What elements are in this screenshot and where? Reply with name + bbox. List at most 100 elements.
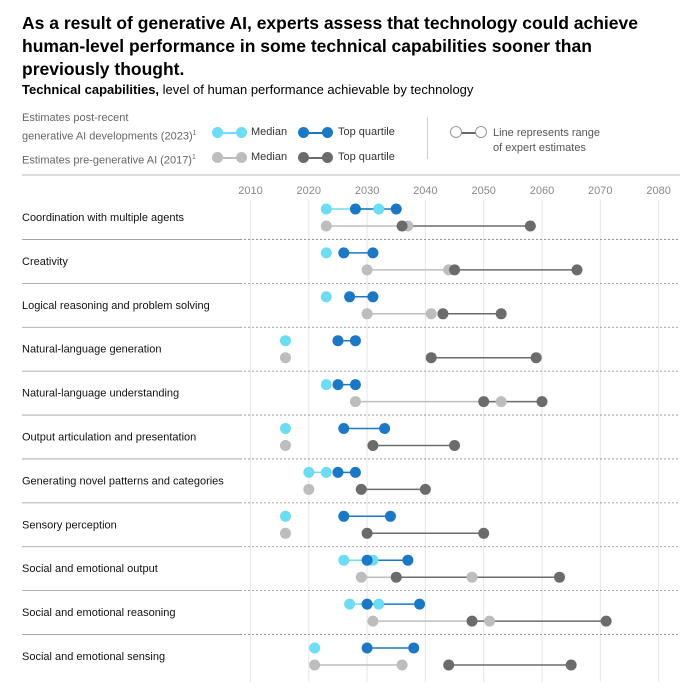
post-median-point (344, 598, 356, 610)
post-median-point (320, 379, 332, 391)
row-label: Sensory perception (22, 519, 117, 531)
post-median-point (279, 423, 291, 434)
tick-label: 2070 (588, 185, 612, 197)
legend-post-footnote: 1 (192, 130, 197, 137)
pre-top-quartile-point (425, 352, 437, 364)
post-top-quartile-point (344, 291, 356, 303)
legend-pre-label-text: Estimates pre-generative AI (2017) (22, 154, 192, 167)
legend-pre-median-dot-right (236, 152, 247, 163)
post-median-point (279, 510, 291, 522)
row-label: Coordination with multiple agents (22, 212, 185, 224)
post-top-quartile-point (332, 335, 344, 347)
legend-post-top-dot-left (298, 127, 309, 138)
post-top-quartile-point (361, 642, 373, 654)
row-label: Creativity (22, 256, 68, 268)
post-top-quartile-point (349, 203, 361, 215)
subtitle-rest: level of human performance achievable by… (159, 82, 474, 97)
pre-top-quartile-point (600, 615, 612, 627)
post-top-quartile-point (361, 598, 373, 610)
legend-pre-top-dot-right (322, 152, 333, 163)
tick-label: 2060 (530, 185, 554, 197)
post-top-quartile-point (390, 203, 402, 215)
subtitle-bold: Technical capabilities, (22, 82, 160, 97)
pre-top-quartile-point (361, 527, 373, 539)
post-top-quartile-point (384, 510, 396, 522)
post-top-quartile-point (367, 247, 379, 259)
legend-range-dot-left (450, 126, 462, 138)
post-median-point (320, 203, 332, 215)
post-top-quartile-point (402, 554, 414, 566)
post-median-point (309, 642, 321, 654)
pre-median-point (349, 396, 361, 408)
legend-post-median-dot-right (236, 127, 247, 138)
pre-median-point (279, 527, 291, 539)
legend-post-top-dot-right (322, 127, 333, 138)
post-top-quartile-point (338, 423, 350, 434)
legend-post-median-line (218, 132, 242, 134)
legend-pre-label: Estimates pre-generative AI (2017)1 (22, 150, 196, 169)
tick-label: 2040 (413, 185, 437, 197)
pre-median-point (425, 308, 437, 320)
post-top-quartile-point (408, 642, 420, 654)
legend-pre-median-label: Median (251, 151, 288, 163)
pre-top-quartile-point (553, 571, 565, 583)
pre-median-point (484, 615, 496, 627)
pre-top-quartile-point (449, 440, 461, 451)
pre-top-quartile-point (390, 571, 402, 583)
post-median-point (303, 466, 315, 478)
row-label: Natural-language understanding (22, 388, 179, 400)
post-median-point (320, 466, 332, 478)
post-top-quartile-point (361, 554, 373, 566)
post-top-quartile-point (332, 379, 344, 391)
pre-top-quartile-point (449, 264, 461, 276)
legend-range-note-line1: Line represents range (493, 127, 601, 139)
post-median-point (338, 554, 350, 566)
tick-label: 2010 (238, 185, 262, 197)
post-top-quartile-point (379, 423, 391, 434)
tick-label: 2030 (355, 185, 379, 197)
row-label: Social and emotional output (22, 563, 158, 575)
row-label: Logical reasoning and problem solving (22, 300, 210, 312)
pre-median-point (367, 615, 379, 627)
pre-top-quartile-point (478, 527, 490, 539)
legend-range-dot-right (475, 126, 487, 138)
row-label: Social and emotional sensing (22, 651, 165, 663)
legend-post-label: Estimates post-recent generative AI deve… (22, 111, 197, 145)
post-top-quartile-point (338, 247, 350, 259)
tick-label: 2020 (297, 185, 321, 197)
pre-top-quartile-point (495, 308, 507, 320)
legend-divider (427, 117, 428, 159)
post-top-quartile-point (349, 466, 361, 478)
legend-range-line (457, 132, 479, 134)
post-median-point (373, 203, 385, 215)
pre-median-point (396, 659, 408, 671)
pre-median-point (355, 571, 367, 583)
pre-top-quartile-point (367, 440, 379, 451)
pre-top-quartile-point (443, 659, 455, 671)
post-top-quartile-point (338, 510, 350, 522)
pre-top-quartile-point (419, 483, 431, 495)
legend-pre-top-line (304, 157, 328, 159)
pre-median-point (279, 440, 291, 451)
post-median-point (320, 247, 332, 259)
pre-top-quartile-point (524, 220, 536, 232)
legend-pre-median-line (218, 157, 242, 159)
legend-post-top-line (304, 132, 328, 134)
pre-top-quartile-point (565, 659, 577, 671)
pre-top-quartile-point (571, 264, 583, 276)
post-median-point (373, 598, 385, 610)
pre-median-point (309, 659, 321, 671)
pre-median-point (303, 483, 315, 495)
post-median-point (279, 335, 291, 347)
post-top-quartile-point (367, 291, 379, 303)
tick-label: 2050 (471, 185, 495, 197)
pre-top-quartile-point (466, 615, 478, 627)
row-label: Social and emotional reasoning (22, 607, 176, 619)
legend-post-label-line1: Estimates post-recent (22, 112, 129, 124)
legend-post-label-line2: generative AI developments (2023) (22, 130, 193, 143)
legend-post-median-label: Median (251, 126, 288, 138)
tick-label: 2080 (646, 185, 670, 197)
pre-median-point (495, 396, 507, 408)
pre-top-quartile-point (437, 308, 449, 320)
pre-top-quartile-point (355, 483, 367, 495)
